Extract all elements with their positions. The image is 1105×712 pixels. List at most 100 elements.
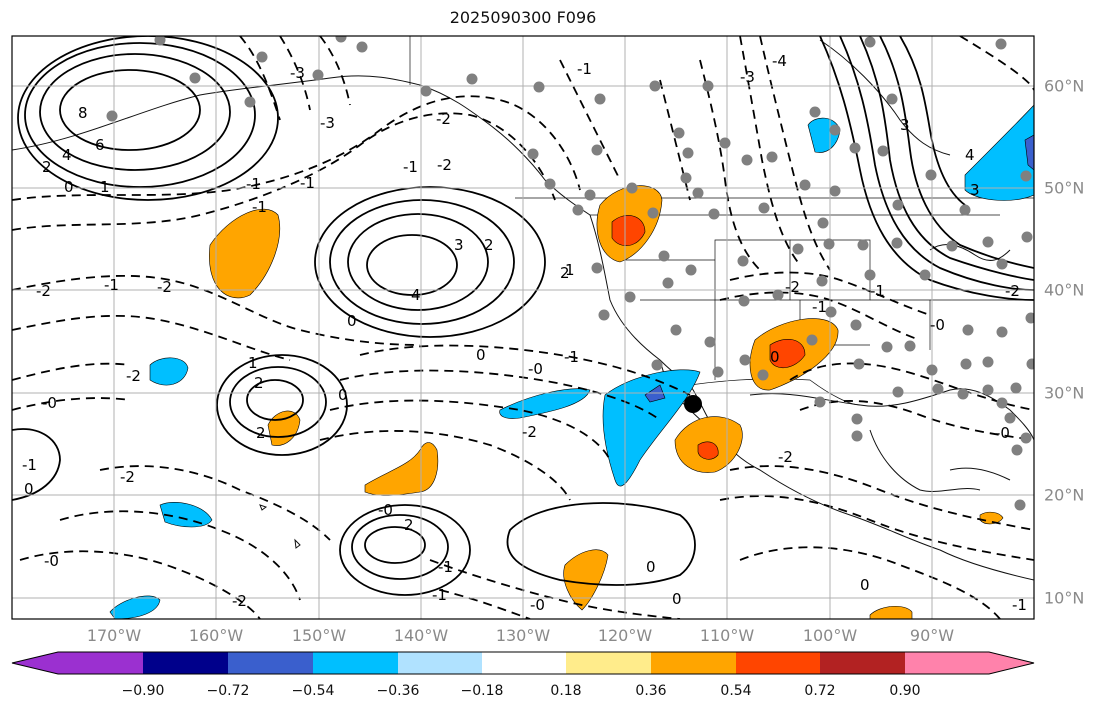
contour-label: -2 [785,278,800,296]
contour-label: 2 [560,264,570,282]
colorbar-tick-label: 0.72 [804,683,836,699]
contour-label: 1 [248,354,258,372]
contour-label: -2 [436,110,451,128]
contour-label: 2 [484,236,494,254]
lon-tick-label: 130°W [495,626,551,645]
contour-label: -1 [577,60,592,78]
colorbar-segment [736,652,820,674]
station-markers [106,36,1034,511]
lat-tick-label: 60°N [1044,76,1085,96]
colorbar-segment [228,652,313,674]
contour-label: -1 [432,586,447,604]
gridlines [12,36,1034,619]
lon-tick-label: 110°W [699,626,755,645]
lon-tick-label: 120°W [597,626,653,645]
contour-label: -1 [300,174,315,192]
contour-label: -2 [157,278,172,296]
contour-label: 3 [970,181,980,199]
lat-tick-label: 40°N [1044,280,1085,300]
contour-label: 1 [565,261,575,279]
colorbar-segment [905,652,989,674]
contour-label: 2 [42,158,52,176]
colorbar-tick-label: 0.36 [635,683,667,699]
contour-label: 4 [411,286,421,304]
contour-label: -3 [290,64,305,82]
contour-label: -1 [438,558,453,576]
contour-label: -0 [378,501,393,519]
colorbar-tick-label: −0.36 [376,683,420,699]
colorbar [11,651,1035,675]
colorbar-tick-label: 0.54 [720,683,752,699]
contour-label: 0 [24,480,34,498]
colorbar-extend-high [989,652,1034,674]
contour-label: -1 [564,348,579,366]
colorbar-tick-label: −0.54 [291,683,335,699]
colorbar-tick-label: −0.90 [121,683,165,699]
lon-tick-label: 100°W [802,626,858,645]
colorbar-tick-label: 0.90 [889,683,921,699]
contour-label: 2 [256,424,266,442]
lon-tick-label: 150°W [291,626,347,645]
positive-contours [12,36,1034,596]
colorbar-tick-label: 0.18 [550,683,582,699]
colorbar-segment [566,652,651,674]
contour-label: 0 [64,178,74,196]
lat-tick-label: 20°N [1044,485,1085,505]
contour-label: -2 [36,282,51,300]
chart-title: 2025090300 F096 [449,8,597,27]
contour-label: 6 [95,136,105,154]
contour-label: -2 [522,423,537,441]
contour-label: -2 [232,592,247,610]
lat-tick-label: 50°N [1044,178,1085,198]
map-frame [11,35,1035,620]
contour-label: -1 [252,198,267,216]
colorbar-tick-label: −0.72 [206,683,250,699]
lon-tick-label: 140°W [393,626,449,645]
colorbar-segment [143,652,228,674]
contour-label: -0 [530,596,545,614]
lat-tick-label: 10°N [1044,588,1085,608]
contour-label: -2 [1005,282,1020,300]
contour-label: -3 [740,68,755,86]
contour-label: 4 [965,146,975,164]
contour-label: -3 [320,114,335,132]
contour-label: 0 [476,346,486,364]
contour-label: -2 [120,468,135,486]
political-borders [409,36,1034,406]
contour-label: -0 [44,552,59,570]
lon-tick-label: 170°W [86,626,142,645]
contour-label: 0 [672,590,682,608]
contour-label: 8 [78,104,88,122]
colorbar-outline [11,651,1035,675]
colorbar-segment [58,652,143,674]
contour-label: -1 [22,456,37,474]
contour-label: -4 [772,52,787,70]
contour-label: 0 [338,386,348,404]
contour-label: -1 [246,175,261,193]
contour-labels: 8 6 4 2 1 0 0 2 3 4 -2 -1 -2 -1 -1 -0 -2… [22,52,1027,614]
colorbar-tick-label: −0.18 [460,683,504,699]
contour-label: -2 [437,156,452,174]
colorbar-segment [482,652,566,674]
contour-label: -0 [42,394,57,412]
contour-label: 0 [646,558,656,576]
contour-label: 2 [254,374,264,392]
anomaly-shading [109,104,1034,619]
contour-label: 1 [100,178,110,196]
colorbar-segment [651,652,736,674]
contour-label: 0 [860,576,870,594]
contour-label: -1 [812,298,827,316]
contour-label: 4 [62,146,72,164]
lon-tick-label: 160°W [188,626,244,645]
contour-label: 3 [454,236,464,254]
contour-label: -2 [778,448,793,466]
contour-label: 0 [347,312,357,330]
negative-contours [12,36,1034,619]
contour-label: -1 [104,276,119,294]
contour-label: -2 [126,367,141,385]
lon-tick-label: 90°W [909,626,955,645]
target-point-marker [684,395,702,413]
colorbar-segment [313,652,398,674]
lat-tick-label: 30°N [1044,383,1085,403]
